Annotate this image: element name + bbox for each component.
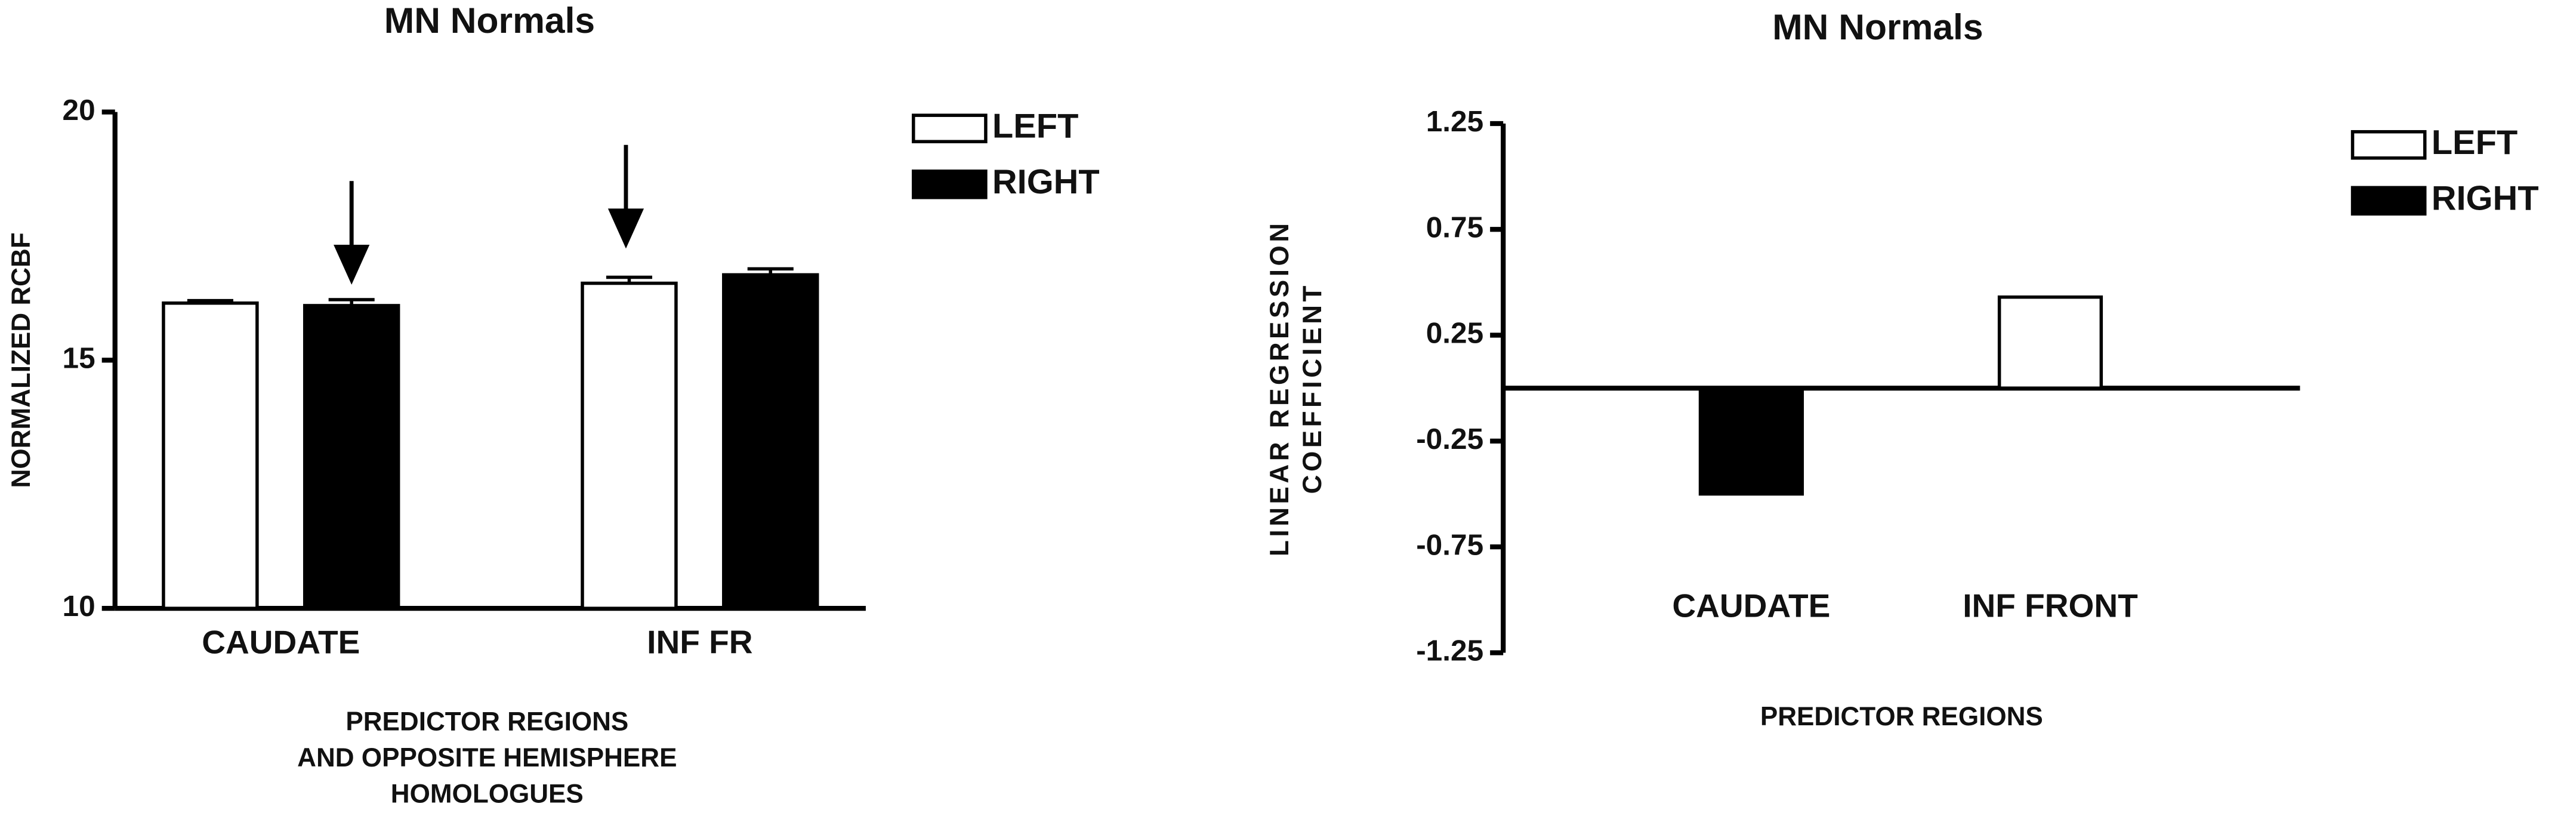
bar bbox=[581, 281, 678, 610]
legend-label: LEFT bbox=[992, 107, 1078, 145]
bar bbox=[162, 301, 259, 610]
y-tick-label: -1.25 bbox=[1416, 634, 1483, 667]
arrow bbox=[334, 144, 644, 285]
legend-swatch bbox=[912, 170, 988, 199]
y-tick-label: 0.75 bbox=[1426, 210, 1483, 244]
legend-swatch bbox=[912, 113, 988, 143]
bar bbox=[1698, 386, 1804, 496]
x-tick-label: INF FR bbox=[647, 623, 752, 660]
x-axis-label: PREDICTOR REGIONS bbox=[1760, 702, 2043, 731]
x-tick-label: CAUDATE bbox=[202, 623, 360, 660]
legend-swatch bbox=[2350, 130, 2427, 160]
x-tick-label: CAUDATE bbox=[1672, 587, 1830, 624]
y-axis-label: LINEAR REGRESSION bbox=[1265, 220, 1294, 556]
y-axis-label: COEFFICIENT bbox=[1298, 282, 1327, 494]
y-tick-label: 10 bbox=[63, 589, 95, 623]
y-tick-label: 0.25 bbox=[1426, 316, 1483, 350]
legend-swatch bbox=[2350, 186, 2427, 216]
y-tick-label: -0.75 bbox=[1416, 528, 1483, 561]
bar bbox=[1997, 295, 2103, 390]
bar bbox=[722, 273, 819, 610]
y-tick-label: 1.25 bbox=[1426, 104, 1483, 138]
y-tick-label: -0.25 bbox=[1416, 422, 1483, 455]
x-axis-label: AND OPPOSITE HEMISPHERE bbox=[297, 743, 677, 772]
y-tick-label: 15 bbox=[63, 341, 95, 374]
x-axis-label: HOMOLOGUES bbox=[391, 780, 584, 809]
chart-title: MN Normals bbox=[1772, 7, 1983, 47]
chart-title: MN Normals bbox=[384, 0, 595, 41]
bar bbox=[303, 304, 400, 610]
legend-label: RIGHT bbox=[992, 163, 1100, 201]
legend-label: RIGHT bbox=[2432, 180, 2539, 218]
x-axis-label: PREDICTOR REGIONS bbox=[345, 707, 628, 736]
y-tick-label: 20 bbox=[63, 93, 95, 127]
y-axis-label: NORMALIZED RCBF bbox=[7, 232, 36, 488]
legend-label: LEFT bbox=[2432, 124, 2518, 162]
x-tick-label: INF FRONT bbox=[1963, 587, 2138, 624]
